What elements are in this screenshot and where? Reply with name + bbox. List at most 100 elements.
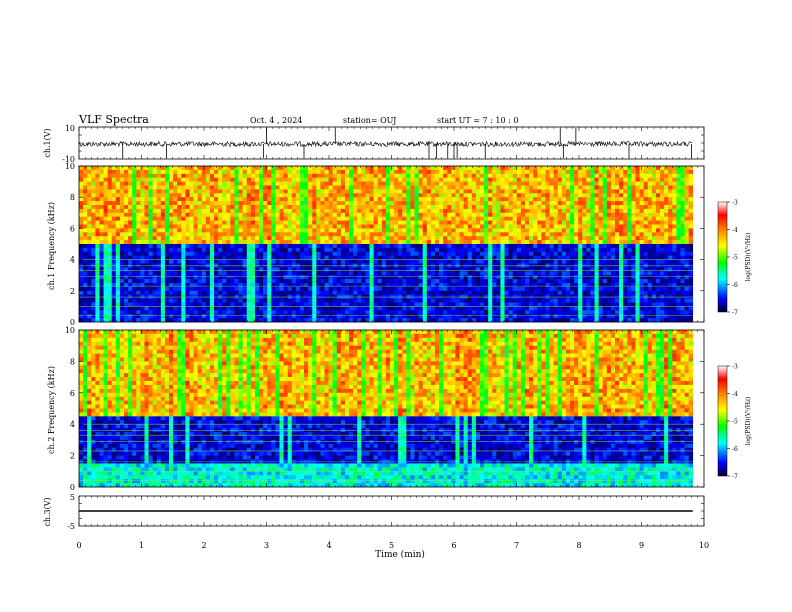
spectrogram-cell (312, 283, 316, 287)
spectrogram-cell (615, 217, 619, 221)
spectrogram-cell (390, 228, 394, 232)
spectrogram-cell (124, 213, 128, 217)
spectrogram-cell (222, 283, 226, 287)
spectrogram-cell (529, 271, 533, 275)
spectrogram-cell (578, 228, 582, 232)
spectrogram-cell (500, 197, 504, 201)
spectrogram-cell (198, 256, 202, 260)
spectrogram-cell (320, 275, 324, 279)
spectrogram-cell (398, 221, 402, 225)
spectrogram-cell (570, 221, 574, 225)
spectrogram-cell (218, 182, 222, 186)
spectrogram-cell (689, 287, 693, 291)
spectrogram-cell (574, 283, 578, 287)
spectrogram-cell (615, 213, 619, 217)
spectrogram-cell (198, 205, 202, 209)
spectrogram-cell (619, 232, 623, 236)
spectrogram-cell (144, 186, 148, 190)
spectrogram-cell (541, 232, 545, 236)
spectrogram-cell (590, 291, 594, 295)
spectrogram-cell (680, 213, 684, 217)
spectrogram-cell (390, 209, 394, 213)
spectrogram-cell (353, 197, 357, 201)
spectrogram-cell (541, 193, 545, 197)
spectrogram-cell (308, 221, 312, 225)
spectrogram-cell (541, 178, 545, 182)
spectrogram-cell (595, 291, 599, 295)
spectrogram-cell (157, 283, 161, 287)
spectrogram-cell (361, 225, 365, 229)
spectrogram-cell (578, 205, 582, 209)
spectrogram-cell (611, 291, 615, 295)
spectrogram-cell (222, 170, 226, 174)
spectrogram-cell (153, 275, 157, 279)
spectrogram-cell (292, 232, 296, 236)
spectrogram-cell (247, 287, 251, 291)
spectrogram-cell (676, 279, 680, 283)
spectrogram-cell (517, 279, 521, 283)
spectrogram-cell (349, 256, 353, 260)
spectrogram-cell (427, 174, 431, 178)
spectrogram-cell (398, 217, 402, 221)
spectrogram-cell (345, 170, 349, 174)
spectrogram-cell (198, 240, 202, 244)
spectrogram-cell (631, 271, 635, 275)
spectrogram-cell (267, 178, 271, 182)
spectrogram-cell (308, 260, 312, 264)
spectrogram-cell (275, 225, 279, 229)
spectrogram-cell (304, 178, 308, 182)
spectrogram-cell (398, 283, 402, 287)
spectrogram-cell (181, 271, 185, 275)
spectrogram-cell (144, 178, 148, 182)
spectrogram-cell (341, 279, 345, 283)
spectrogram-cell (533, 221, 537, 225)
spectrogram-cell (505, 256, 509, 260)
spectrogram-cell (194, 244, 198, 248)
spectrogram-cell (128, 189, 132, 193)
spectrogram-cell (464, 236, 468, 240)
spectrogram-cell (292, 182, 296, 186)
spectrogram-cell (415, 178, 419, 182)
spectrogram-cell (595, 213, 599, 217)
spectrogram-cell (607, 267, 611, 271)
spectrogram-cell (402, 182, 406, 186)
spectrogram-cell (488, 256, 492, 260)
spectrogram-cell (451, 267, 455, 271)
spectrogram-cell (222, 256, 226, 260)
spectrogram-cell (247, 189, 251, 193)
spectrogram-cell (680, 193, 684, 197)
spectrogram-cell (234, 225, 238, 229)
spectrogram-cell (312, 205, 316, 209)
spectrogram-cell (599, 178, 603, 182)
spectrogram-cell (91, 287, 95, 291)
spectrogram-cell (599, 166, 603, 170)
spectrogram-cell (251, 170, 255, 174)
spectrogram-cell (357, 267, 361, 271)
spectrogram-cell (87, 248, 91, 252)
spectrogram-cell (288, 267, 292, 271)
spectrogram-cell (644, 197, 648, 201)
spectrogram-cell (558, 260, 562, 264)
spectrogram-cell (79, 205, 83, 209)
spectrogram-cell (234, 209, 238, 213)
spectrogram-cell (464, 193, 468, 197)
spectrogram-cell (198, 225, 202, 229)
spectrogram-cell (427, 271, 431, 275)
spectrogram-cell (480, 287, 484, 291)
spectrogram-cell (496, 267, 500, 271)
spectrogram-cell (349, 209, 353, 213)
spectrogram-cell (288, 279, 292, 283)
spectrogram-cell (99, 256, 103, 260)
spectrogram-cell (415, 252, 419, 256)
spectrogram-cell (648, 236, 652, 240)
spectrogram-cell (631, 186, 635, 190)
spectrogram-cell (337, 170, 341, 174)
spectrogram-cell (99, 252, 103, 256)
spectrogram-cell (185, 197, 189, 201)
spectrogram-cell (545, 193, 549, 197)
spectrogram-cell (451, 170, 455, 174)
spectrogram-cell (619, 221, 623, 225)
spectrogram-cell (361, 248, 365, 252)
spectrogram-cell (112, 275, 116, 279)
spectrogram-cell (562, 279, 566, 283)
